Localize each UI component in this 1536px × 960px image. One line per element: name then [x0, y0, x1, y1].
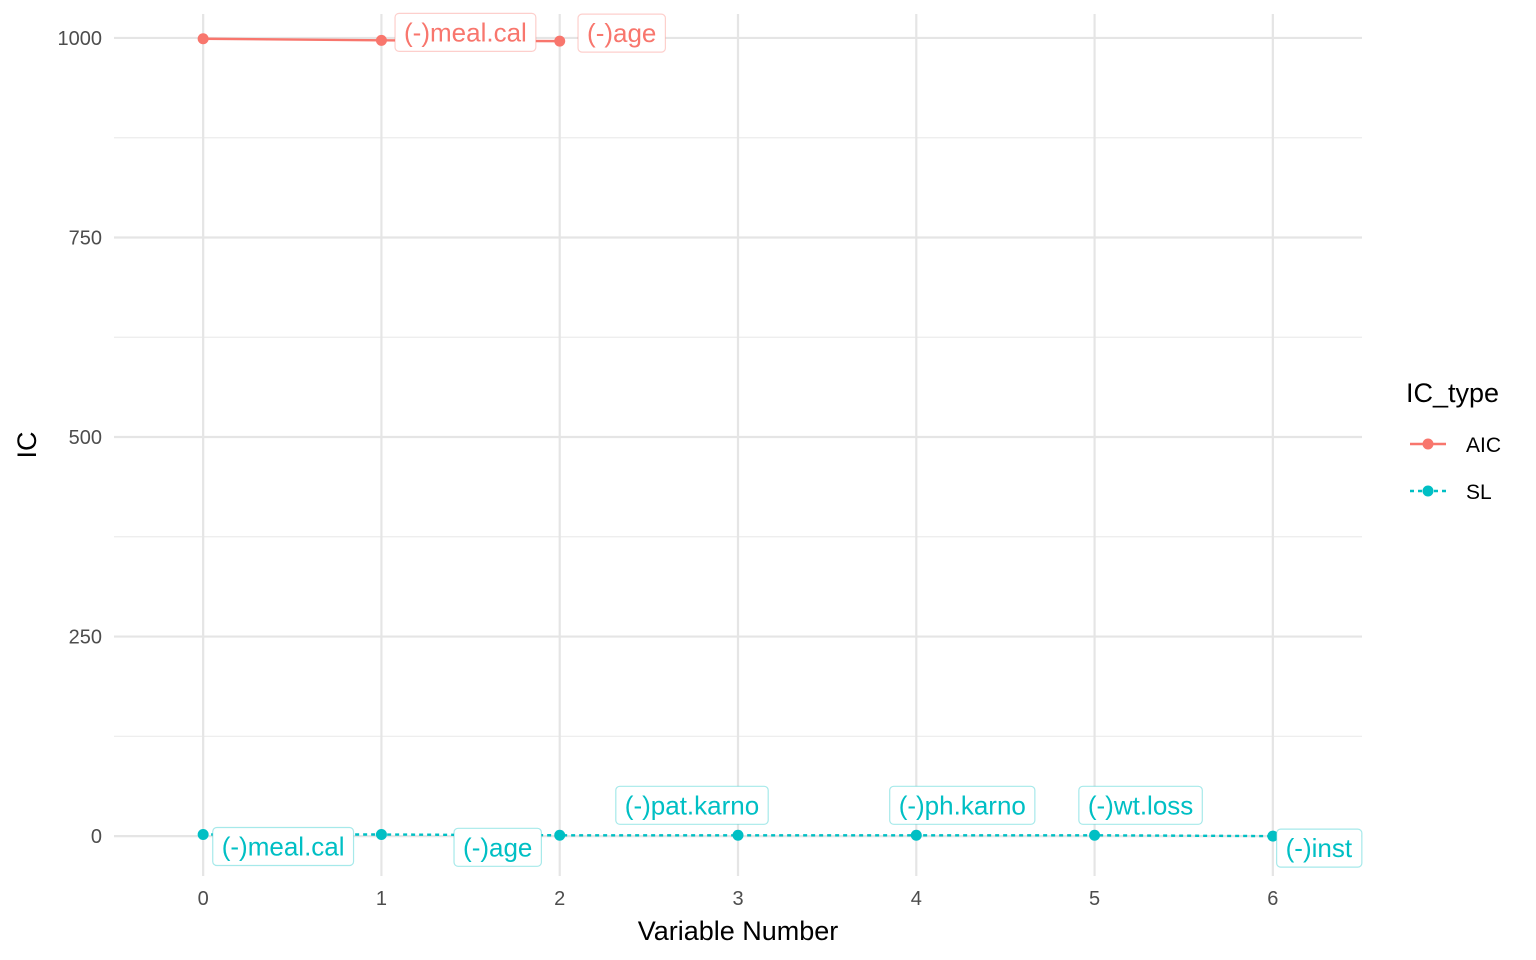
legend-items: AIC SL: [1410, 434, 1501, 504]
point-label-text: (-)pat.karno: [625, 790, 759, 820]
point-label-text: (-)wt.loss: [1088, 790, 1193, 820]
x-tick-label: 3: [732, 888, 743, 910]
data-point-sl: [375, 828, 387, 840]
y-tick-label: 750: [69, 227, 102, 249]
x-tick-label: 0: [198, 888, 209, 910]
data-point-aic: [375, 34, 387, 46]
legend: IC_type AIC SL: [1406, 378, 1501, 504]
y-tick-label: 500: [69, 427, 102, 449]
data-point-sl: [1089, 829, 1101, 841]
point-label-sl: (-)ph.karno: [889, 785, 1036, 825]
data-point-aic: [554, 35, 566, 47]
legend-key-point: [1422, 485, 1434, 497]
point-label-sl: (-)pat.karno: [615, 785, 769, 825]
legend-item-aic: AIC: [1410, 434, 1501, 457]
legend-key-point: [1422, 438, 1434, 450]
x-axis-title: Variable Number: [638, 916, 839, 946]
point-labels: (-)meal.cal (-)age (-)meal.cal (-)age (-)pat…: [212, 12, 1363, 868]
y-tick-label: 1000: [58, 28, 103, 50]
point-label-box: [394, 12, 537, 52]
point-label-box: [212, 826, 355, 867]
point-label-text: (-)inst: [1286, 833, 1353, 863]
point-label-text: (-)meal.cal: [404, 17, 527, 47]
y-tick-label: 0: [91, 826, 102, 848]
data-point-sl: [197, 828, 209, 840]
point-label-sl: (-)age: [453, 827, 542, 867]
point-label-box: [615, 785, 769, 825]
legend-label: SL: [1466, 481, 1492, 504]
major-gridlines: [114, 14, 1362, 876]
point-label-aic: (-)meal.cal: [394, 12, 537, 52]
x-axis-tick-labels: 0 1 2 3 4 5 6: [198, 888, 1279, 910]
point-label-box: [889, 785, 1036, 825]
data-point-sl: [732, 829, 744, 841]
point-label-box: [1078, 785, 1203, 825]
point-label-text: (-)age: [587, 18, 656, 48]
point-label-text: (-)meal.cal: [222, 831, 345, 861]
y-tick-label: 250: [69, 627, 102, 649]
point-label-box: [1276, 828, 1363, 868]
point-label-sl: (-)wt.loss: [1078, 785, 1203, 825]
point-label-text: (-)age: [463, 832, 532, 862]
legend-item-sl: SL: [1410, 481, 1492, 504]
x-tick-label: 6: [1267, 888, 1278, 910]
x-tick-label: 1: [376, 888, 387, 910]
x-tick-label: 5: [1089, 888, 1100, 910]
data-point-aic: [197, 33, 209, 45]
legend-title: IC_type: [1406, 378, 1499, 408]
point-label-text: (-)ph.karno: [899, 790, 1026, 820]
point-label-box: [453, 827, 542, 867]
series-layer: [197, 33, 1279, 842]
y-axis-tick-labels: 0 250 500 750 1000: [58, 28, 103, 848]
point-label-box: [577, 13, 666, 53]
point-label-aic: (-)age: [577, 13, 666, 53]
data-point-sl: [1267, 830, 1279, 842]
data-point-sl: [910, 829, 922, 841]
point-label-sl: (-)meal.cal: [212, 826, 355, 867]
point-label-sl: (-)inst: [1276, 828, 1363, 868]
x-tick-label: 2: [554, 888, 565, 910]
legend-label: AIC: [1466, 434, 1501, 457]
x-tick-label: 4: [911, 888, 922, 910]
data-point-sl: [554, 829, 566, 841]
y-axis-title: IC: [12, 432, 42, 459]
